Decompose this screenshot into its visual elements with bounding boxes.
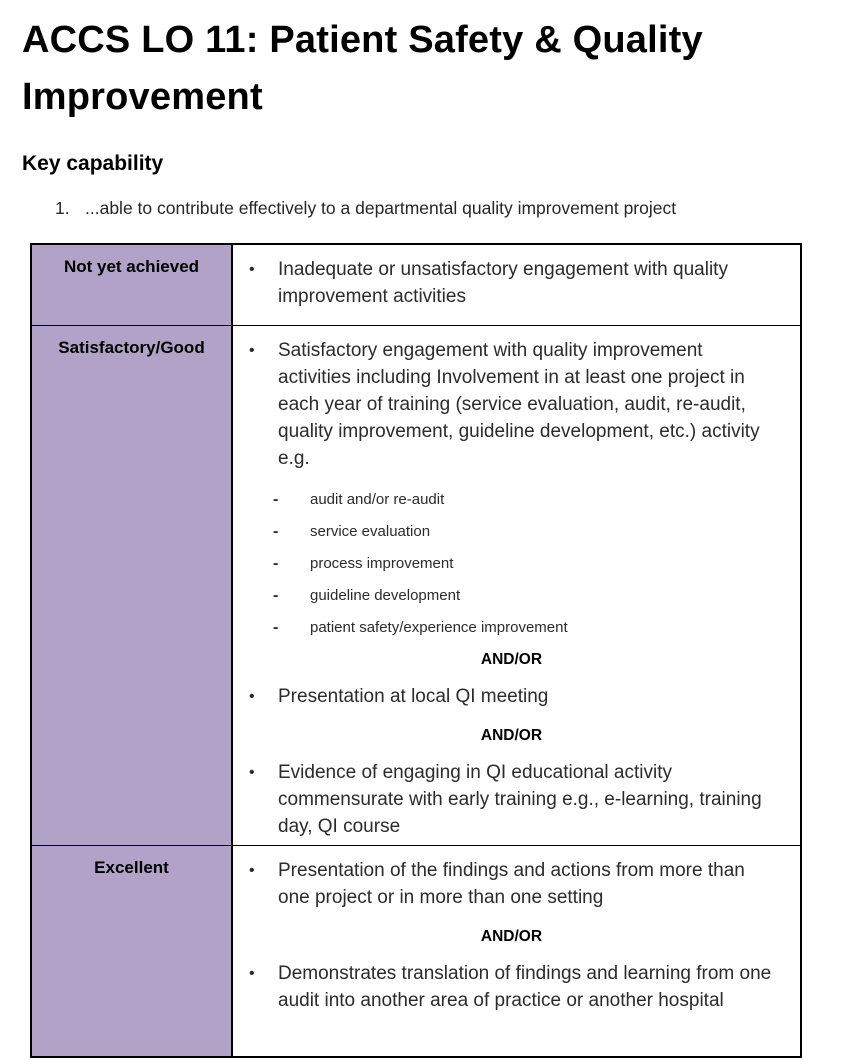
criteria-bullet-item: • Demonstrates translation of findings an… <box>249 960 774 1014</box>
grade-label: Satisfactory/Good <box>58 338 205 357</box>
criteria-dash-item: - guideline development <box>273 585 774 606</box>
criteria-text: guideline development <box>310 587 461 604</box>
bullet-icon: • <box>249 688 255 705</box>
grading-table: Not yet achieved • Inadequate or unsatisfa… <box>30 243 802 1058</box>
dash-icon: - <box>273 555 279 572</box>
grade-label-cell: Satisfactory/Good <box>32 326 233 845</box>
criteria-bullet-item: • Evidence of engaging in QI educational … <box>249 759 774 840</box>
criteria-bullet-item: • Inadequate or unsatisfactory engagement… <box>249 256 774 310</box>
criteria-cell: • Satisfactory engagement with quality im… <box>233 326 800 845</box>
criteria-bullet-item: • Satisfactory engagement with quality im… <box>249 337 774 472</box>
key-capability-list: 1. ...able to contribute effectively to … <box>22 196 822 220</box>
dash-icon: - <box>273 523 279 540</box>
section-heading: Key capability <box>22 152 164 175</box>
key-capability-item: 1. ...able to contribute effectively to … <box>22 196 822 220</box>
table-row: Excellent • Presentation of the findings a… <box>32 845 800 1056</box>
grade-label: Not yet achieved <box>63 257 200 276</box>
criteria-cell: • Presentation of the findings and action… <box>233 846 800 1056</box>
grade-label-cell: Excellent <box>32 846 233 1056</box>
bullet-icon: • <box>249 862 255 879</box>
bullet-icon: • <box>249 261 255 278</box>
andor-separator: AND/OR <box>480 928 543 945</box>
dash-icon: - <box>273 619 279 636</box>
grade-label: Excellent <box>94 858 169 877</box>
criteria-dash-item: - process improvement <box>273 553 774 574</box>
list-item-number: 1. <box>55 198 70 218</box>
bullet-icon: • <box>249 965 255 982</box>
criteria-dash-item: - service evaluation <box>273 521 774 542</box>
andor-separator: AND/OR <box>480 727 543 744</box>
criteria-cell: • Inadequate or unsatisfactory engagement… <box>233 245 800 325</box>
table-row: Satisfactory/Good • Satisfactory engagemen… <box>32 325 800 845</box>
criteria-text: Inadequate or unsatisfactory engagement … <box>278 259 728 307</box>
criteria-text: Demonstrates translation of findings and… <box>278 963 772 1011</box>
criteria-text: Presentation of the findings and actions… <box>278 860 745 908</box>
criteria-text: patient safety/experience improvement <box>310 619 568 636</box>
page-title: ACCS LO 11: Patient Safety & Quality Imp… <box>22 19 703 118</box>
bullet-icon: • <box>249 342 255 359</box>
list-item-text: ...able to contribute effectively to a d… <box>85 198 677 218</box>
criteria-text: service evaluation <box>310 523 431 540</box>
criteria-bullet-item: • Presentation at local QI meeting <box>249 683 774 710</box>
criteria-text: Satisfactory engagement with quality imp… <box>278 340 760 469</box>
criteria-bullet-item: • Presentation of the findings and action… <box>249 857 774 911</box>
criteria-text: Evidence of engaging in QI educational a… <box>278 762 762 837</box>
table-row: Not yet achieved • Inadequate or unsatisfa… <box>32 245 800 325</box>
dash-icon: - <box>273 491 279 508</box>
grade-label-cell: Not yet achieved <box>32 245 233 325</box>
criteria-dash-item: - patient safety/experience improvement <box>273 617 774 638</box>
criteria-text: Presentation at local QI meeting <box>278 686 549 707</box>
bullet-icon: • <box>249 764 255 781</box>
criteria-text: process improvement <box>310 555 454 572</box>
criteria-text: audit and/or re-audit <box>310 491 445 508</box>
criteria-dash-item: - audit and/or re-audit <box>273 489 774 510</box>
andor-separator: AND/OR <box>480 651 543 668</box>
dash-icon: - <box>273 587 279 604</box>
